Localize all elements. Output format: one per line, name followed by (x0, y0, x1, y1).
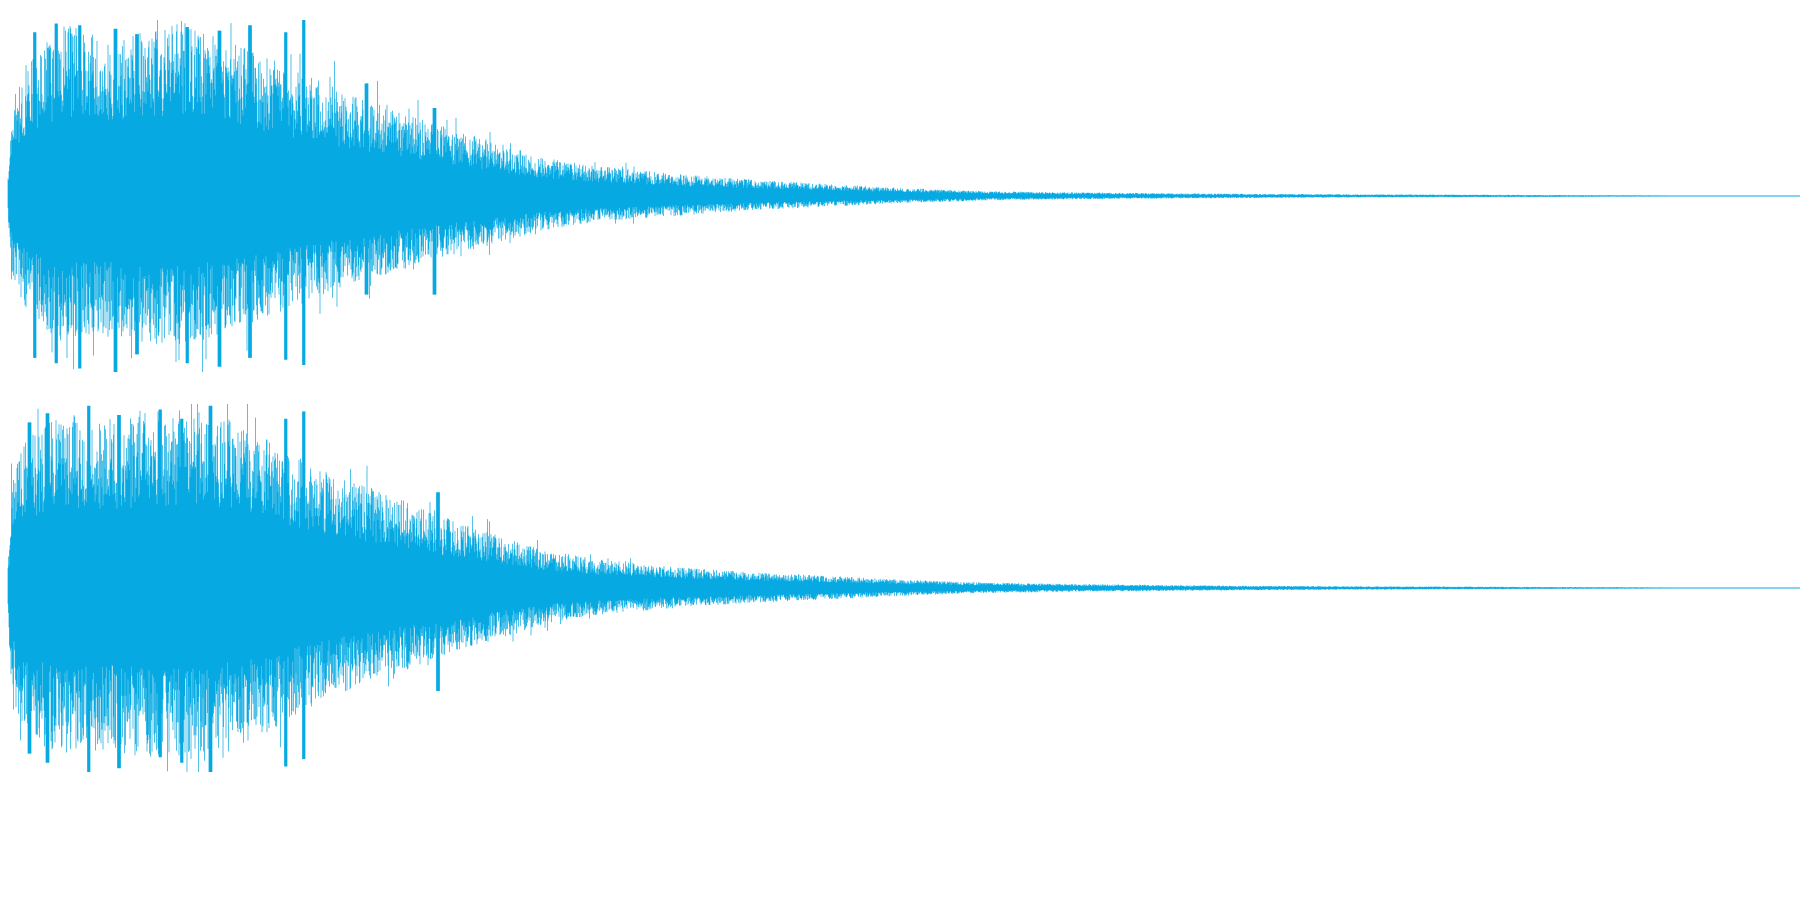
channel-bottom-waveform (7, 404, 1800, 772)
channel-top-waveform (7, 20, 1800, 372)
